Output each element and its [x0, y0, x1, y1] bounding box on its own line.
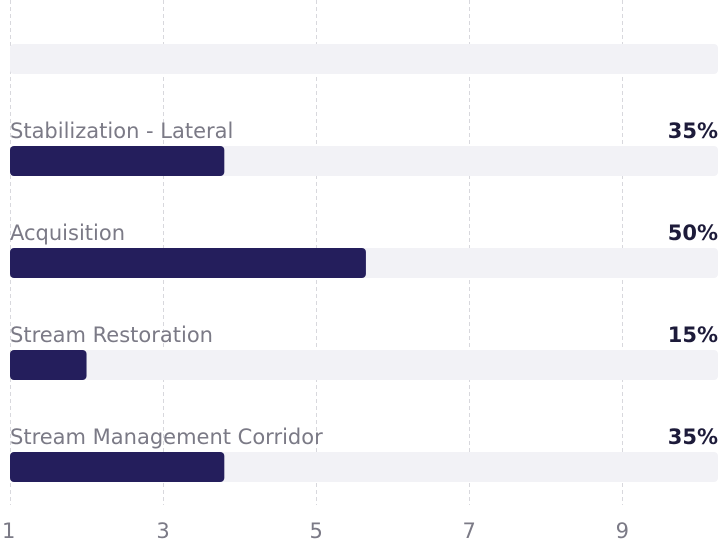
bar-row: Stream Management Corridor 35%	[10, 425, 718, 482]
bar-rows: Stabilization - Lateral 35% Acquisition 50%…	[10, 44, 718, 482]
category-label: Stream Management Corridor	[10, 425, 323, 449]
category-label: Acquisition	[10, 221, 125, 245]
bar-row: Stream Restoration 15%	[10, 323, 718, 380]
bar-row	[10, 44, 718, 74]
bar-row: Stabilization - Lateral 35%	[10, 119, 718, 176]
value-label: 15%	[668, 323, 718, 347]
x-tick-label: 3	[156, 519, 169, 543]
x-axis-ticks: 1 3 5 7 9	[2, 519, 629, 543]
bar	[10, 146, 225, 176]
bar	[10, 350, 87, 380]
value-label: 35%	[668, 425, 718, 449]
bar-track	[10, 350, 718, 380]
value-label: 35%	[668, 119, 718, 143]
x-tick-label: 5	[309, 519, 322, 543]
value-label: 50%	[668, 221, 718, 245]
x-tick-label: 9	[616, 519, 629, 543]
x-tick-label: 7	[463, 519, 476, 543]
bar	[10, 248, 366, 278]
bar-row: Acquisition 50%	[10, 221, 718, 278]
bar	[10, 452, 225, 482]
x-tick-label: 1	[2, 519, 15, 543]
category-label: Stabilization - Lateral	[10, 119, 233, 143]
category-label: Stream Restoration	[10, 323, 213, 347]
bar-track	[10, 44, 718, 74]
